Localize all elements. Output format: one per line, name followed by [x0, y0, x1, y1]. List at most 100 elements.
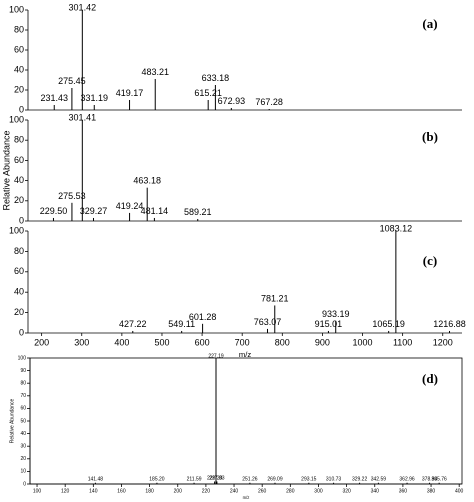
y-tick-label: 0 [19, 327, 24, 337]
y-tick-label: 100 [9, 4, 24, 14]
x-tick-label: 300 [74, 338, 89, 348]
peak-label: 301.42 [69, 2, 97, 12]
peak-label: 767.28 [255, 97, 283, 107]
y-axis-label: Relative Abundance [9, 399, 15, 444]
peak-label: 301.41 [69, 112, 97, 122]
peak-label: 672.93 [218, 96, 246, 106]
peak-label: 185.20 [149, 477, 165, 483]
peak-label: 549.11 [168, 319, 195, 329]
x-tick-label: 1200 [433, 338, 453, 348]
peak-label: 231.43 [40, 93, 68, 103]
peak-label: 589.21 [184, 207, 212, 217]
peak-label: 251.26 [242, 477, 258, 483]
peak-label: 310.73 [326, 477, 342, 483]
peak-label: 269.09 [267, 477, 283, 483]
peak-label: 211.59 [187, 477, 202, 483]
y-tick-label: 80 [14, 246, 24, 256]
peak-label: 329.22 [352, 477, 368, 483]
x-tick-label: 100 [33, 488, 42, 494]
y-tick-label: 60 [20, 406, 26, 412]
x-tick-label: 340 [371, 488, 380, 494]
panel-label: (c) [423, 253, 437, 268]
y-tick-label: 40 [14, 287, 24, 297]
y-tick-label: 40 [20, 431, 26, 437]
peak-label: 362.96 [399, 477, 415, 483]
peak-label: 1065.19 [372, 319, 405, 329]
peak-label: 141.48 [88, 477, 104, 483]
y-tick-label: 80 [14, 135, 24, 145]
x-tick-label: 320 [342, 488, 351, 494]
x-tick-label: 200 [174, 488, 183, 494]
peak-label: 483.21 [141, 67, 169, 77]
y-tick-label: 20 [14, 307, 24, 317]
y-tick-label: 10 [20, 469, 26, 475]
y-tick-label: 60 [14, 155, 24, 165]
y-tick-label: 20 [14, 195, 24, 205]
x-tick-label: 220 [202, 488, 211, 494]
peak-label: 275.53 [58, 191, 86, 201]
x-tick-label: 200 [34, 338, 49, 348]
y-tick-label: 60 [14, 44, 24, 54]
peak-label: 933.19 [322, 309, 350, 319]
peak-label: 385.76 [431, 477, 447, 483]
panel-label: (d) [422, 371, 438, 386]
peak-label: 781.21 [261, 294, 289, 304]
x-tick-label: 400 [455, 488, 464, 494]
y-tick-label: 80 [14, 24, 24, 34]
panel-label: (a) [422, 16, 437, 31]
x-axis-label: m/z [243, 495, 250, 500]
peak-label: 226.20 [207, 475, 223, 481]
y-tick-label: 90 [20, 368, 26, 374]
peak-label: 329.27 [80, 206, 108, 216]
x-tick-label: 1100 [393, 338, 412, 348]
x-tick-label: 360 [399, 488, 408, 494]
peak-label: 763.07 [254, 317, 282, 327]
peak-label: 419.24 [116, 201, 144, 211]
y-tick-label: 60 [14, 266, 24, 276]
x-axis-label: m/z [239, 350, 251, 359]
peak-label: 419.17 [116, 88, 144, 98]
peak-label: 293.15 [301, 477, 317, 483]
y-tick-label: 0 [19, 215, 24, 225]
x-tick-label: 160 [117, 488, 126, 494]
peak-label: 331.19 [80, 93, 108, 103]
y-tick-label: 20 [14, 84, 24, 94]
peak-label: 227.19 [208, 353, 224, 359]
panel-label: (b) [422, 129, 438, 144]
y-tick-label: 100 [9, 114, 24, 124]
y-tick-label: 40 [14, 175, 24, 185]
y-tick-label: 100 [9, 225, 24, 235]
x-tick-label: 400 [114, 338, 129, 348]
y-tick-label: 100 [18, 355, 27, 361]
peak-label: 481.14 [141, 206, 169, 216]
x-tick-label: 500 [154, 338, 169, 348]
y-tick-label: 30 [20, 444, 26, 450]
peak-label: 915.01 [315, 319, 343, 329]
x-tick-label: 900 [315, 338, 330, 348]
x-tick-label: 1000 [353, 338, 373, 348]
y-tick-label: 50 [20, 418, 26, 424]
x-tick-label: 800 [275, 338, 290, 348]
x-tick-label: 700 [235, 338, 250, 348]
x-tick-label: 140 [89, 488, 98, 494]
y-tick-label: 40 [14, 64, 24, 74]
peak-label: 463.18 [133, 176, 161, 186]
x-tick-label: 600 [195, 338, 210, 348]
x-tick-label: 180 [145, 488, 154, 494]
peak-label: 275.45 [58, 76, 86, 86]
y-tick-label: 20 [20, 456, 26, 462]
peak-label: 427.22 [119, 319, 147, 329]
y-axis-label: Relative Abundance [1, 130, 11, 210]
peak-label: 378.94 [422, 477, 438, 483]
x-tick-label: 380 [427, 488, 436, 494]
x-tick-label: 280 [286, 488, 295, 494]
y-tick-label: 70 [20, 393, 26, 399]
peak-label: 227.83 [209, 475, 225, 481]
x-tick-label: 120 [61, 488, 70, 494]
plot-frame [29, 357, 463, 485]
y-tick-label: 0 [23, 481, 26, 487]
x-tick-label: 300 [314, 488, 323, 494]
y-tick-label: 0 [19, 104, 24, 114]
peak-label: 1083.12 [380, 223, 413, 233]
